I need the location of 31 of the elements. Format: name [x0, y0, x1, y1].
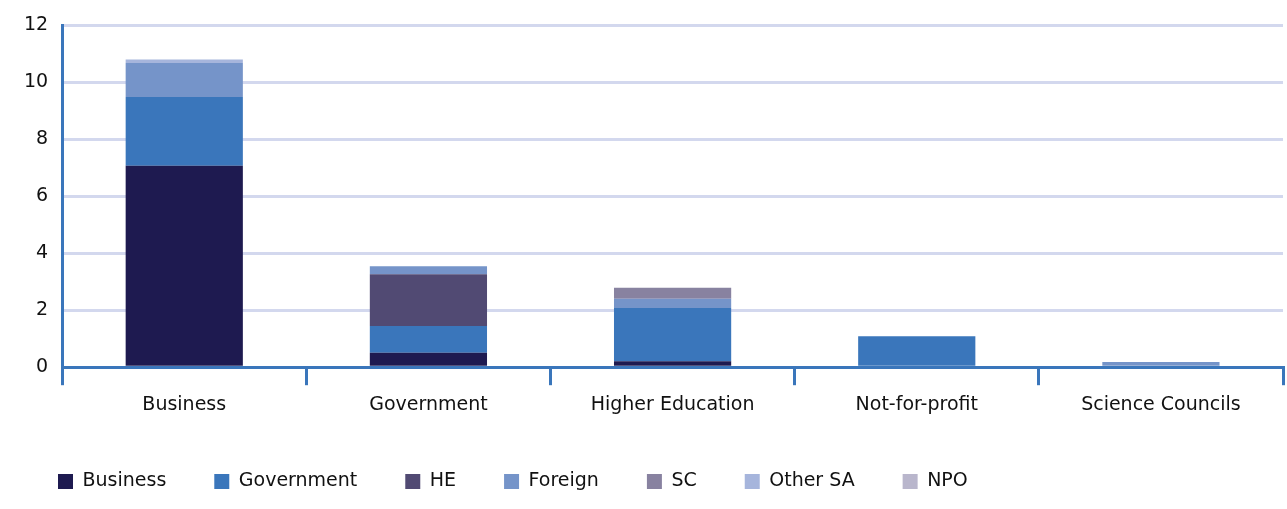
bar	[125, 165, 243, 366]
y-tick-label: 6	[36, 183, 49, 206]
bar	[125, 63, 243, 97]
legend-label: Other SA	[769, 468, 855, 491]
bar	[125, 96, 243, 166]
y-tick-label: 12	[23, 12, 49, 35]
bar	[369, 352, 488, 366]
x-tick-label: Higher Education	[590, 391, 755, 414]
legend-label: Government	[238, 468, 358, 491]
x-tick-label: Business	[142, 391, 227, 414]
legend-label: Foreign	[528, 468, 599, 491]
y-tick-label: 8	[36, 126, 49, 149]
legend-label: HE	[429, 468, 457, 491]
x-tick-label: Not-for-profit	[855, 391, 978, 414]
y-tick-label: 2	[36, 297, 49, 320]
bar	[369, 274, 488, 326]
bar	[369, 325, 488, 353]
x-tick-label: Science Councils	[1081, 391, 1241, 414]
x-tick-label: Government	[369, 391, 488, 414]
bar	[613, 287, 732, 299]
bar	[613, 361, 732, 366]
legend-label: NPO	[927, 468, 968, 491]
bar	[1102, 362, 1220, 366]
bar	[369, 266, 488, 275]
y-tick-label: 4	[36, 240, 49, 263]
bar	[613, 307, 732, 362]
y-tick-label: 0	[36, 354, 49, 377]
legend-label: Business	[82, 468, 167, 491]
bar	[613, 298, 732, 308]
legend-label: SC	[671, 468, 697, 491]
y-tick-label: 10	[23, 69, 49, 92]
